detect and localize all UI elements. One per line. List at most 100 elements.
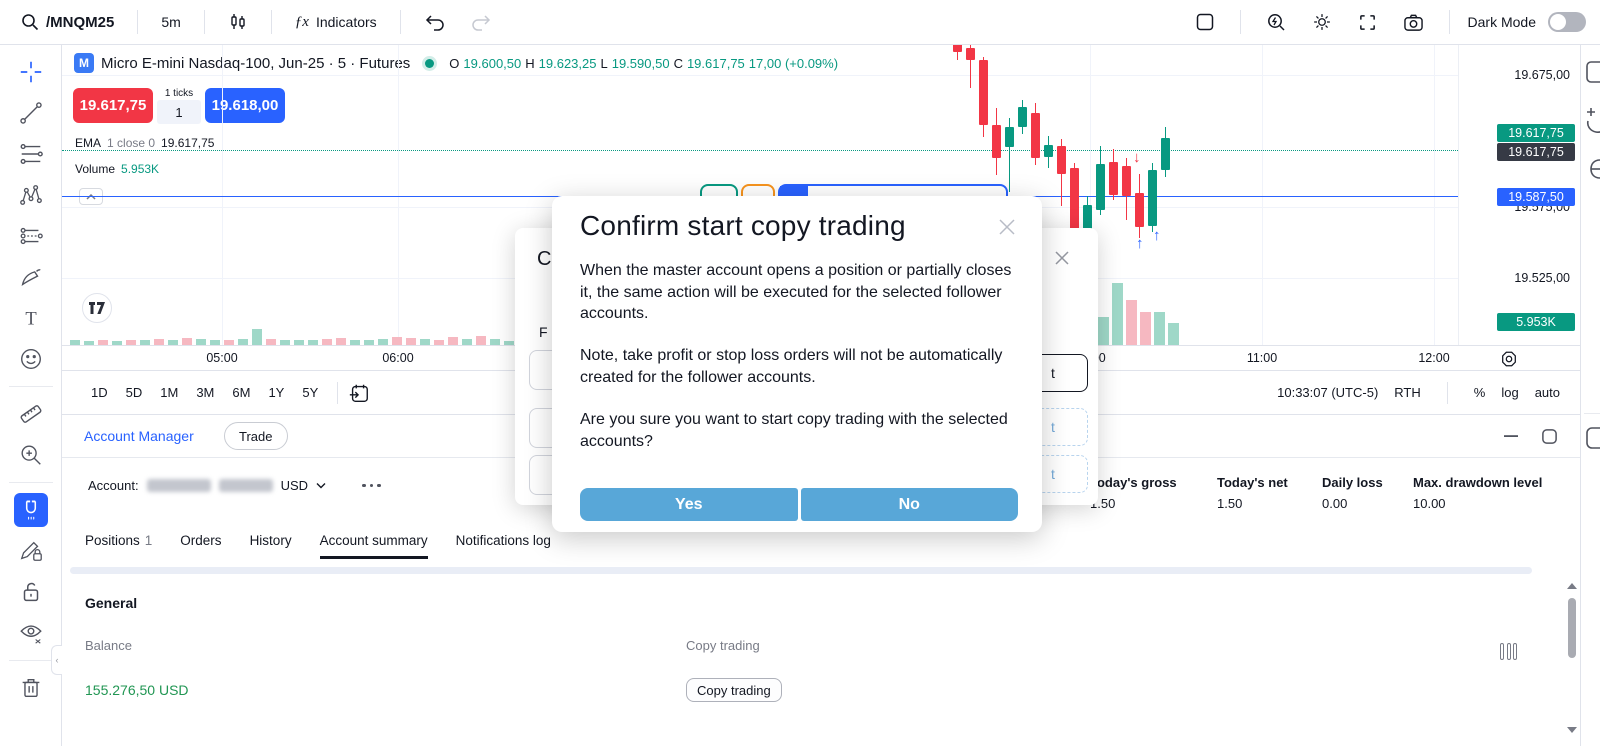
dark-mode-toggle[interactable] bbox=[1548, 12, 1586, 32]
volume-bar bbox=[364, 340, 374, 345]
divider bbox=[399, 10, 401, 34]
range-1m[interactable]: 1M bbox=[160, 385, 179, 400]
watchlist-icon[interactable] bbox=[1586, 61, 1600, 83]
layout-button[interactable] bbox=[1188, 7, 1222, 37]
account-tabs: Positions 1 Orders History Account summa… bbox=[85, 533, 551, 559]
emoji-tool[interactable] bbox=[14, 342, 48, 376]
remove-drawings-tool[interactable] bbox=[14, 671, 48, 705]
percent-scale-button[interactable]: % bbox=[1473, 385, 1486, 400]
vertical-scrollbar[interactable] bbox=[1568, 598, 1576, 658]
symbol-title[interactable]: Micro E-mini Nasdaq-100, Jun-25 · 5 · Fu… bbox=[101, 54, 411, 72]
ema-legend[interactable]: EMA 1 close 0 19.617,75 bbox=[75, 136, 214, 150]
magnet-tool[interactable] bbox=[13, 493, 48, 527]
candle bbox=[1044, 145, 1053, 157]
volume-legend[interactable]: Volume 5.953K bbox=[75, 162, 159, 176]
range-5d[interactable]: 5D bbox=[125, 385, 143, 400]
undo-button[interactable] bbox=[417, 8, 453, 36]
quick-search-button[interactable] bbox=[1259, 7, 1293, 37]
symbol-search-button[interactable]: /MNQM25 bbox=[14, 8, 121, 36]
range-6m[interactable]: 6M bbox=[232, 385, 251, 400]
minimize-panel-icon[interactable] bbox=[1504, 434, 1519, 438]
chevron-down-icon[interactable] bbox=[316, 482, 326, 489]
account-manager-title[interactable]: Account Manager bbox=[84, 428, 194, 444]
fx-icon: ƒx bbox=[294, 13, 309, 30]
volume-bar bbox=[336, 338, 346, 345]
horizontal-scrollbar[interactable] bbox=[70, 567, 1532, 574]
ideas-icon[interactable] bbox=[1586, 157, 1600, 181]
scroll-up-arrow[interactable] bbox=[1567, 583, 1577, 589]
sell-button[interactable]: 19.617,75 bbox=[73, 88, 153, 123]
trend-line-tool[interactable] bbox=[14, 96, 48, 130]
tab-label: Account summary bbox=[319, 533, 428, 548]
auto-scale-button[interactable]: auto bbox=[1534, 385, 1560, 400]
panel-icon[interactable] bbox=[1586, 427, 1600, 449]
search-icon bbox=[21, 13, 39, 31]
tab-history[interactable]: History bbox=[250, 533, 292, 559]
buy-button[interactable]: 19.618,00 bbox=[205, 88, 285, 123]
close-icon[interactable] bbox=[1054, 250, 1070, 266]
candle bbox=[1135, 193, 1144, 227]
maximize-panel-icon[interactable] bbox=[1541, 428, 1558, 445]
tab-notifications-log[interactable]: Notifications log bbox=[456, 533, 551, 559]
scroll-down-arrow[interactable] bbox=[1567, 727, 1577, 733]
fullscreen-button[interactable] bbox=[1351, 8, 1384, 37]
sidebar-collapse-handle[interactable]: ‹ bbox=[51, 645, 62, 675]
copy-trading-button[interactable]: Copy trading bbox=[686, 678, 782, 702]
fib-retracement-tool[interactable] bbox=[14, 137, 48, 171]
go-to-date-button[interactable] bbox=[348, 382, 370, 404]
stat-daily-loss: Daily loss 0.00 bbox=[1322, 475, 1383, 511]
screenshot-button[interactable] bbox=[1396, 8, 1431, 37]
interval-button[interactable]: 5m bbox=[161, 14, 181, 30]
brush-tool[interactable] bbox=[14, 260, 48, 294]
volume-bar bbox=[1112, 283, 1123, 345]
low-label: L bbox=[600, 55, 608, 71]
range-5y[interactable]: 5Y bbox=[302, 385, 319, 400]
range-1y[interactable]: 1Y bbox=[268, 385, 285, 400]
candle bbox=[1083, 205, 1092, 234]
chart-type-button[interactable] bbox=[221, 7, 255, 37]
measure-tool[interactable] bbox=[14, 397, 48, 431]
price-badge: 19.617,75 bbox=[1497, 124, 1575, 142]
quantity-field[interactable]: 1 bbox=[157, 100, 201, 124]
close-icon[interactable] bbox=[998, 218, 1016, 236]
price-axis[interactable]: 19.675,00 19.575,00 19.525,00 19.617,75 19.6… bbox=[1458, 45, 1580, 345]
range-3m[interactable]: 3M bbox=[196, 385, 215, 400]
tab-account-summary[interactable]: Account summary bbox=[319, 533, 428, 559]
no-button[interactable]: No bbox=[800, 488, 1018, 521]
alert-icon[interactable] bbox=[1586, 107, 1600, 133]
trade-button[interactable]: Trade bbox=[223, 422, 288, 450]
close-value: 19.617,75 bbox=[686, 55, 745, 71]
indicators-button[interactable]: ƒx Indicators bbox=[288, 9, 384, 36]
pattern-tool[interactable] bbox=[14, 178, 48, 212]
volume-bar bbox=[266, 339, 276, 345]
yes-button[interactable]: Yes bbox=[580, 488, 798, 521]
volume-bar bbox=[462, 339, 472, 345]
volume-bar bbox=[392, 337, 402, 345]
settings-button[interactable] bbox=[1305, 7, 1339, 37]
volume-bar bbox=[238, 339, 248, 345]
drawing-lock-tool[interactable] bbox=[14, 534, 48, 568]
tab-positions[interactable]: Positions 1 bbox=[85, 533, 152, 559]
clock-time[interactable]: 10:33:07 (UTC-5) bbox=[1277, 385, 1379, 400]
log-scale-button[interactable]: log bbox=[1501, 385, 1519, 400]
timezone-settings-icon[interactable] bbox=[1500, 350, 1518, 368]
session-button[interactable]: RTH bbox=[1394, 385, 1421, 400]
text-tool[interactable]: T bbox=[14, 301, 48, 335]
fullscreen-icon bbox=[1358, 13, 1377, 32]
section-title: General bbox=[85, 595, 138, 611]
chevron-up-icon bbox=[86, 193, 96, 200]
redo-button[interactable] bbox=[463, 8, 499, 36]
crosshair-tool[interactable] bbox=[14, 55, 48, 89]
hidden-mid-button-fragment bbox=[741, 184, 775, 198]
lock-all-tool[interactable] bbox=[14, 575, 48, 609]
hide-drawings-tool[interactable] bbox=[14, 616, 48, 650]
time-axis-label: 06:00 bbox=[382, 351, 414, 365]
more-options-icon[interactable] bbox=[362, 483, 381, 488]
range-1d[interactable]: 1D bbox=[91, 385, 108, 400]
start-label-fragment: t bbox=[1051, 365, 1055, 381]
tab-orders[interactable]: Orders bbox=[180, 533, 221, 559]
manage-columns-icon[interactable] bbox=[1500, 643, 1517, 660]
account-currency[interactable]: USD bbox=[280, 478, 309, 493]
zoom-in-tool[interactable] bbox=[14, 438, 48, 472]
projection-tool[interactable] bbox=[14, 219, 48, 253]
